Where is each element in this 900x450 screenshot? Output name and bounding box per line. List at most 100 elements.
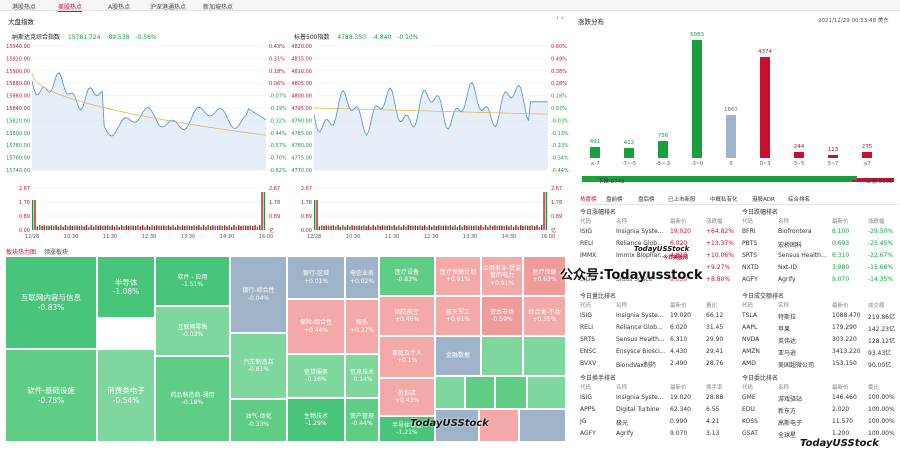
table-cell[interactable]: GSAT [742,430,758,437]
heatmap-tile[interactable]: 生物技术 -1.29% [287,398,345,442]
table-cell[interactable]: Insignia Syste... [616,394,664,401]
table-cell[interactable]: 苹果 [778,326,791,333]
rank-tab[interactable]: 盘前榜 [606,197,623,203]
table-cell[interactable]: AMD [742,360,756,367]
rank-tab[interactable]: 热度榜 [580,197,597,203]
table-cell[interactable]: Digital Turbine [616,406,660,413]
heatmap-tile[interactable]: 油气-体化 -0.33% [230,399,287,442]
heatmap-tile[interactable]: 银行-综合性 -0.04% [230,256,287,333]
table-cell[interactable]: KOSS [742,418,758,425]
heatmap-tile[interactable] [523,336,566,376]
heatmap-tile[interactable]: 保险-综合性 +0.44% [287,299,345,354]
heatmap-tile[interactable]: 金融数据 [435,336,481,376]
rank-tab[interactable]: 港股ADR [752,197,775,203]
table-cell[interactable]: TSLA [742,312,758,319]
table-cell[interactable]: RELI [580,240,594,247]
table-cell[interactable]: Agrify [778,276,796,283]
rank-tab[interactable]: 中概私有化 [710,197,738,203]
table-cell[interactable]: GME [742,394,756,401]
heatmap-tile[interactable]: 汽车制造商 -0.81% [230,333,287,399]
prev-next-arrows[interactable]: ‹ › [556,14,564,22]
table-cell[interactable]: Ensysce Biosci... [616,348,666,355]
heatmap-tile[interactable]: 航天军工 +0.61% [435,296,481,336]
table-cell[interactable]: ISIG [580,228,592,235]
heatmap-tile[interactable] [527,376,566,409]
heatmap-tile[interactable] [435,409,479,442]
table-cell[interactable]: 游戏驿站 [778,396,803,403]
heatmap-tile[interactable]: 综合类-不动 +0.35% [523,296,566,336]
table-cell[interactable]: 新东方 [778,408,797,415]
table-cell[interactable]: 亚马逊 [778,350,797,357]
tab-us[interactable]: 美股热点 [58,4,83,12]
nasdaq-header[interactable]: 纳斯达克综合指数 15781.724 -89.538 -0.56% [12,32,157,41]
tab-a-share[interactable]: A股热点 [108,4,131,11]
heatmap-tile[interactable]: 折扣店 +0.43% [379,378,435,416]
table-cell[interactable]: BiondVax制药 [616,362,656,369]
table-cell[interactable]: Biofrontera [778,228,812,235]
heatmap-tile[interactable]: 家庭及个人 +0.1% [379,336,435,378]
table-cell[interactable]: Reliance Glob... [616,240,663,247]
table-cell[interactable]: SRTS [580,336,596,343]
heatmap-tile[interactable]: 医疗保健计划 +0.91% [435,256,481,296]
heatmap-tile[interactable]: 信息技术 -0.14% [345,354,379,398]
table-cell[interactable]: SRTS [742,252,758,259]
heatmap-tile[interactable] [435,376,465,409]
heatmap-tile[interactable]: 资产管理 -0.44% [345,398,379,442]
table-cell[interactable]: 宏桥困科 [778,242,803,249]
rank-tab[interactable]: 盘后榜 [638,197,655,203]
heatmap-tile[interactable]: 药品制造商-通用 -0.18% [155,356,230,442]
heatmap-tile[interactable] [465,376,495,409]
heatmap-tile[interactable] [479,409,519,442]
heatmap-tile[interactable] [495,376,527,409]
tab-heatmap[interactable]: 板块热力图 [6,249,37,256]
table-cell[interactable]: JG [580,418,587,425]
tab-sg[interactable]: 新加坡热点 [203,4,234,11]
table-cell[interactable]: BFRI [742,228,756,235]
table-cell[interactable]: 英伟达 [778,338,797,345]
table-cell[interactable]: RELI [580,324,594,331]
table-cell[interactable]: Sensus Health... [778,252,827,259]
table-cell[interactable]: BVXV [580,360,597,367]
table-cell[interactable]: Nxt-ID [778,264,797,271]
table-cell[interactable]: AGFY [580,430,596,437]
table-cell[interactable]: ISIG [580,394,592,401]
heatmap-tile[interactable]: 软件-基础设施 -0.78% [5,349,97,442]
table-cell[interactable]: EDU [742,406,755,413]
heatmap-tile[interactable]: 软件 - 应用 -1.51% [155,256,230,306]
heatmap-tile[interactable]: 公用事业-受监管的电力 +0.91% [481,256,523,296]
tab-leading-sectors[interactable]: 领涨板块 [43,249,68,256]
tab-connect[interactable]: 沪深港通热点 [150,4,187,11]
table-cell[interactable]: AMZN [742,348,760,355]
tab-hk[interactable]: 港股热点 [12,4,37,11]
table-cell[interactable]: SIDU [580,276,595,283]
heatmap-tile[interactable] [519,409,566,442]
table-cell[interactable]: 全球星 [778,432,797,439]
heatmap-tile[interactable]: 半导体 -1.08% [97,256,155,318]
heatmap-tile[interactable]: 医疗设备 -0.83% [379,256,435,296]
sp500-header[interactable]: 标普500指数 4788.350 -4.840 -0.10% [294,32,418,41]
heatmap-tile[interactable]: 资本市场 -0.59% [481,296,523,336]
table-cell[interactable]: Insignia Syste... [616,228,664,235]
table-cell[interactable]: 特斯拉 [778,314,797,321]
index-charts[interactable]: 15940.00 0.43% 15920.00 0.31% 15900.00 0.18% 1… [0,40,570,245]
heatmap-tile[interactable]: 娱乐 +0.37% [345,299,379,354]
table-cell[interactable]: ENSC [580,348,597,355]
heatmap-tile[interactable]: 银行-区域 +0.01% [287,256,345,299]
table-cell[interactable]: NVDA [742,336,760,343]
heatmap-tile[interactable] [481,336,523,376]
heatmap-tile[interactable]: 国防航空 +0.46% [379,296,435,336]
table-cell[interactable]: APPS [580,406,596,413]
table-cell[interactable]: AGFY [742,276,758,283]
heatmap-tile[interactable]: 医疗保健 +0.63% [523,256,566,296]
table-cell[interactable]: IMMX [580,252,597,259]
heatmap-tile[interactable]: 信贷服务 -0.16% [287,354,345,398]
table-cell[interactable]: ISIG [580,312,592,319]
heatmap-tile[interactable]: 消费类电子 -0.54% [97,349,155,442]
table-cell[interactable]: 美国超微公司 [778,362,815,369]
table-cell[interactable]: Immix Biophar... [616,252,665,259]
heatmap-tile[interactable]: 电信业务 +0.02% [345,256,379,299]
table-cell[interactable]: Agrify [616,430,634,437]
table-cell[interactable]: 高斯电子 [778,420,803,427]
table-cell[interactable]: AAPL [742,324,758,331]
heatmap-tile[interactable]: 互联网零售 -0.03% [155,306,230,356]
